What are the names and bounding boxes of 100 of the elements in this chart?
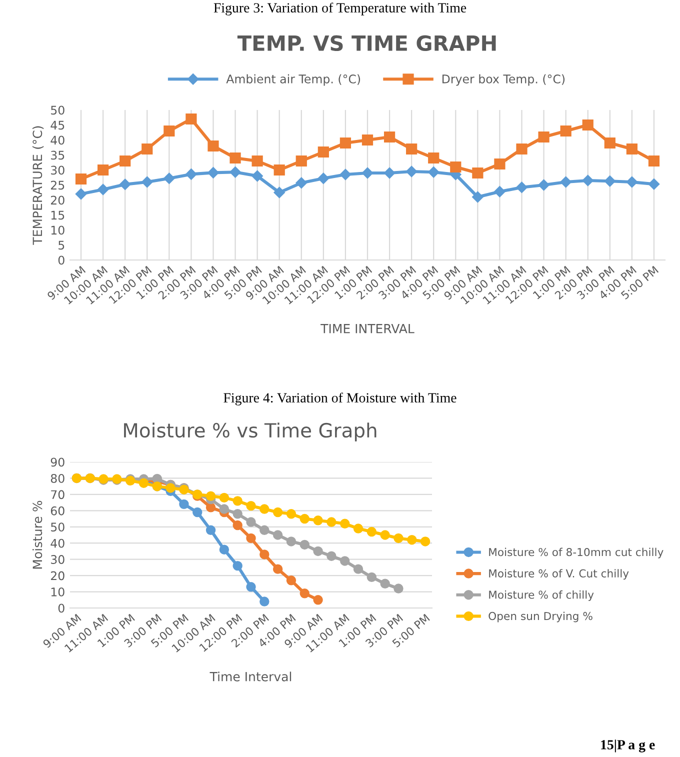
point xyxy=(428,152,440,164)
point xyxy=(296,177,307,189)
point xyxy=(648,155,660,167)
point xyxy=(219,504,230,514)
point xyxy=(313,595,323,605)
point xyxy=(366,526,377,537)
point xyxy=(166,483,176,493)
point xyxy=(75,188,87,200)
y-tick-label: 45 xyxy=(50,120,64,130)
point xyxy=(494,158,506,170)
point xyxy=(538,179,550,191)
point xyxy=(313,516,323,526)
point xyxy=(208,167,219,178)
point xyxy=(326,551,336,561)
point xyxy=(206,502,216,512)
y-tick-label: 70 xyxy=(51,490,64,500)
point xyxy=(494,186,506,198)
point xyxy=(582,174,594,186)
point xyxy=(366,572,377,582)
point xyxy=(75,173,87,185)
point xyxy=(120,155,131,167)
point xyxy=(208,140,219,152)
point xyxy=(384,167,396,179)
y-tick-label: 30 xyxy=(51,555,64,564)
chart-title: Moisture % vs Time Graph xyxy=(124,422,376,442)
point xyxy=(260,504,270,514)
point xyxy=(232,520,242,530)
point xyxy=(206,525,216,535)
point xyxy=(326,517,336,527)
point xyxy=(274,164,285,176)
y-tick-label: 80 xyxy=(50,474,64,483)
point xyxy=(192,507,202,518)
point xyxy=(420,536,430,546)
point xyxy=(232,509,242,519)
point xyxy=(274,186,285,198)
point xyxy=(648,178,660,190)
point xyxy=(560,176,572,188)
point xyxy=(164,172,175,184)
point xyxy=(98,164,109,176)
point xyxy=(450,161,462,173)
point xyxy=(272,530,283,540)
point xyxy=(582,119,594,131)
caption: Figure 3: Variation of Temperature with Time xyxy=(214,2,466,16)
point xyxy=(380,530,390,540)
point xyxy=(246,582,256,592)
point xyxy=(142,143,153,155)
x-axis-title: TIME INTERVAL xyxy=(320,324,414,334)
y-tick-label: 20 xyxy=(50,571,64,580)
point xyxy=(516,143,528,155)
legend-label: Moisture % of 8-10mm cut chilly xyxy=(489,548,664,558)
point xyxy=(186,168,197,180)
y-tick-label: 50 xyxy=(51,106,64,115)
point xyxy=(232,496,242,506)
y-tick-label: 60 xyxy=(50,506,64,516)
y-tick-label: 35 xyxy=(51,150,64,160)
y-tick-label: 30 xyxy=(51,166,64,175)
y-tick-label: 10 xyxy=(51,226,64,235)
point xyxy=(252,170,263,182)
point xyxy=(246,517,256,527)
y-tick-label: 0 xyxy=(58,604,64,613)
y-tick-label: 10 xyxy=(51,588,64,596)
point xyxy=(286,509,296,519)
legend-label: Moisture % of chilly xyxy=(489,590,594,601)
point xyxy=(252,155,263,167)
point xyxy=(318,172,330,184)
point xyxy=(626,143,638,155)
point xyxy=(340,556,350,566)
y-tick-label: 40 xyxy=(50,136,64,145)
point xyxy=(260,550,270,560)
point xyxy=(119,178,131,190)
point xyxy=(318,146,329,158)
y-tick-label: 0 xyxy=(58,256,64,265)
y-tick-label: 5 xyxy=(58,240,64,250)
point xyxy=(230,152,241,164)
point xyxy=(300,514,310,524)
point xyxy=(362,167,374,179)
chart-title: TEMP. VS TIME GRAPH xyxy=(237,35,496,52)
y-tick-label: 50 xyxy=(51,522,64,532)
point xyxy=(406,143,418,155)
point xyxy=(179,499,189,510)
point xyxy=(296,155,307,167)
point xyxy=(97,184,109,196)
text: 15|P a g e xyxy=(601,740,655,752)
point xyxy=(394,533,404,544)
point xyxy=(300,540,310,550)
point xyxy=(384,131,396,143)
y-axis-title: Moisture % xyxy=(32,500,42,569)
point xyxy=(428,166,440,178)
point xyxy=(407,535,417,545)
point xyxy=(272,564,283,574)
point xyxy=(246,533,256,544)
point xyxy=(353,564,364,574)
point xyxy=(246,500,256,511)
point xyxy=(394,584,404,594)
legend-label: Moisture % of V. Cut chilly xyxy=(489,569,629,580)
legend-label: Ambient air Temp. (°C) xyxy=(226,74,360,86)
y-tick-label: 20 xyxy=(50,196,64,205)
point xyxy=(206,491,216,501)
point xyxy=(516,182,528,194)
point xyxy=(472,191,484,203)
